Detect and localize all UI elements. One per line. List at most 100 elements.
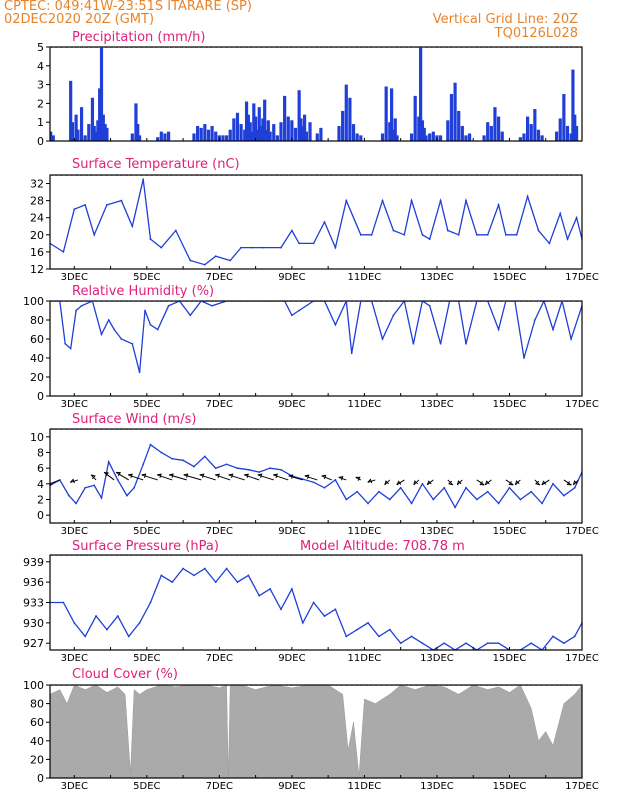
x-tick-label: 13DEC <box>420 781 454 792</box>
wind-arrow-head <box>157 473 162 478</box>
precip-bar <box>449 94 454 141</box>
pressure-point <box>95 615 97 617</box>
precip-bar <box>261 118 265 141</box>
precip-bar <box>536 129 541 141</box>
wind-arrow-head <box>90 474 96 480</box>
wind-frame <box>49 428 583 524</box>
temperature-point <box>203 263 206 266</box>
humidity-point <box>392 314 395 317</box>
wind-arrow-head <box>128 473 133 478</box>
temperature-point <box>457 233 460 236</box>
temperature-title: Surface Temperature (nC) <box>72 157 240 172</box>
precip-bar <box>337 125 341 141</box>
wind-arrow-head <box>169 473 174 478</box>
humidity-point <box>167 304 170 307</box>
pressure-point <box>182 567 184 570</box>
precip-bar <box>94 131 98 141</box>
wind-arrow <box>128 474 144 481</box>
x-tick-label: 11DEC <box>348 781 382 792</box>
y-tick-label: 10 <box>30 431 44 444</box>
pressure-point <box>399 642 402 645</box>
precip-bar <box>293 127 298 141</box>
humidity-point <box>350 352 353 355</box>
wind-point <box>541 502 544 505</box>
precip-bar <box>137 135 142 141</box>
y-tick-label: 100 <box>23 295 44 308</box>
wind-arrow-head <box>321 474 327 480</box>
wind-point <box>214 467 217 470</box>
wind-arrow-head <box>535 480 541 486</box>
wind-point <box>125 494 128 497</box>
wind-point <box>225 463 228 466</box>
temperature-point <box>251 246 253 249</box>
temperature-point <box>240 246 243 249</box>
temperature-point <box>515 233 518 236</box>
humidity-point <box>428 304 431 307</box>
x-tick-label: 3DEC <box>61 781 88 792</box>
precip-bar <box>428 133 432 141</box>
humidity-point <box>211 304 214 307</box>
precip-bar <box>99 47 104 141</box>
precip-bar <box>419 47 423 141</box>
wind-arrow-head <box>456 480 462 486</box>
pressure-point <box>378 635 380 638</box>
humidity-point <box>381 338 384 340</box>
pressure-point <box>225 567 228 570</box>
x-tick-label: 11DEC <box>348 272 382 283</box>
precip-bar <box>493 107 497 141</box>
temperature-point <box>575 216 578 219</box>
pressure-point <box>106 628 108 631</box>
y-tick-label: 930 <box>23 617 44 630</box>
precip-bar <box>232 118 236 141</box>
precip-bar <box>87 124 91 141</box>
pressure-subtitle: Model Altitude: 708.78 m <box>300 539 465 554</box>
precip-bar <box>446 120 450 141</box>
humidity-panel: Relative Humidity (%) 0 20 40 60 80 100 3DEC 5DE… <box>23 284 599 410</box>
precip-bar <box>574 125 579 141</box>
x-tick-label: 13DEC <box>420 653 454 664</box>
wind-point <box>160 451 163 454</box>
humidity-point <box>533 319 536 321</box>
precip-bar <box>299 118 303 141</box>
wind-arrow-head <box>215 473 220 478</box>
pressure-point <box>530 642 533 645</box>
precip-bar <box>453 82 457 141</box>
x-tick-label: 7DEC <box>206 272 233 283</box>
precip-bar <box>565 125 570 141</box>
y-tick-label: 60 <box>30 333 44 346</box>
precip-bar <box>431 131 435 141</box>
precip-bar <box>243 129 247 141</box>
wind-arrow <box>563 479 572 486</box>
temperature-point <box>486 233 489 236</box>
precip-bar <box>79 107 84 141</box>
wind-arrow-head <box>508 481 514 486</box>
precipitation-plot <box>50 47 579 141</box>
temperature-point <box>566 238 569 240</box>
precip-bar <box>136 124 140 141</box>
wind-plot <box>50 443 582 509</box>
precip-bar <box>252 103 256 141</box>
temperature-point <box>497 204 500 206</box>
pressure-point <box>236 581 239 584</box>
precip-bar <box>341 110 345 141</box>
wind-point <box>269 467 272 470</box>
temperature-point <box>359 233 362 236</box>
pressure-point <box>203 567 206 570</box>
y-tick-label: 20 <box>30 753 44 766</box>
wind-arrow-head <box>355 476 361 481</box>
x-tick-label: 9DEC <box>278 272 305 283</box>
humidity-point <box>107 319 110 321</box>
x-tick-label: 3DEC <box>61 526 88 537</box>
x-tick-label: 9DEC <box>278 781 305 792</box>
pressure-point <box>160 574 163 577</box>
precip-bar <box>486 122 490 141</box>
humidity-point <box>64 342 67 345</box>
y-tick-label: 927 <box>23 637 44 650</box>
precip-bar <box>90 97 95 141</box>
wind-point <box>182 459 184 462</box>
wind-point <box>573 486 576 489</box>
precip-bar <box>101 114 105 141</box>
x-tick-label: 15DEC <box>493 781 527 792</box>
temperature-point <box>504 233 507 236</box>
